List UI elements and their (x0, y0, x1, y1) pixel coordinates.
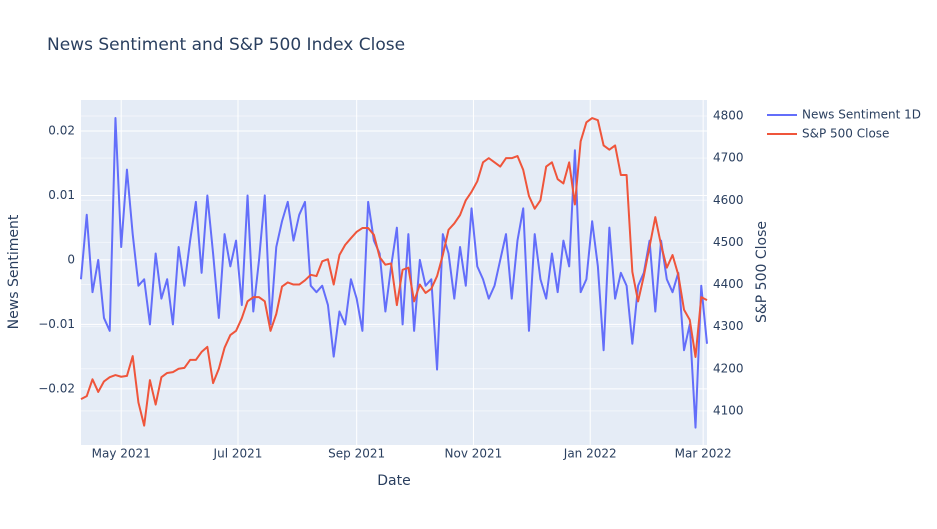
y2-tick-label: 4200 (713, 361, 744, 375)
y-tick-label: −0.02 (38, 381, 75, 395)
y-tick-label: 0.02 (48, 123, 75, 137)
x-tick-label: May 2021 (92, 447, 151, 461)
y2-tick-label: 4300 (713, 319, 744, 333)
y2-tick-label: 4700 (713, 151, 744, 165)
x-tick-label: Nov 2021 (445, 447, 503, 461)
y2-tick-label: 4800 (713, 109, 744, 123)
x-tick-label: Mar 2022 (675, 447, 732, 461)
x-tick-label: Jan 2022 (563, 447, 617, 461)
y-tick-label: −0.01 (38, 317, 75, 331)
y-axis-title: News Sentiment (6, 214, 22, 329)
legend-label[interactable]: News Sentiment 1D (802, 108, 921, 122)
y2-tick-label: 4600 (713, 193, 744, 207)
y2-axis-title: S&P 500 Close (754, 221, 770, 323)
series-line (80, 117, 708, 427)
x-axis-title: Date (377, 473, 410, 489)
x-tick-label: Sep 2021 (328, 447, 385, 461)
y2-tick-label: 4500 (713, 235, 744, 249)
chart-title: News Sentiment and S&P 500 Index Close (47, 35, 405, 55)
y-tick-label: 0.01 (48, 188, 75, 202)
x-tick-label: Jul 2021 (213, 447, 263, 461)
legend-label[interactable]: S&P 500 Close (802, 127, 889, 141)
series-line (80, 117, 708, 429)
y-tick-label: 0 (67, 252, 75, 266)
y2-tick-label: 4400 (713, 277, 744, 291)
y2-tick-label: 4100 (713, 403, 744, 417)
